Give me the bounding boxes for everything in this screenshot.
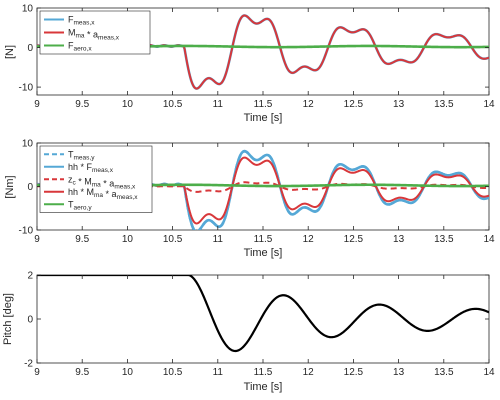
x-tick-label-1-10: 14 bbox=[483, 234, 495, 245]
pitch-panel: 9 9.5 10 10.5 11 11.5 12 12.5 13 13.5 14 -2 0 2 Time … bbox=[2, 271, 495, 394]
legend-label-1-4: Taero,y bbox=[68, 199, 92, 211]
x-tick-label-0-9: 13.5 bbox=[434, 99, 454, 110]
x-tick-label-0-0: 9 bbox=[34, 99, 40, 110]
x-tick-label-0-6: 12 bbox=[303, 99, 315, 110]
force-ticks: 9 9.5 10 10.5 11 11.5 12 12.5 13 13.5 14 -10 0 10 bbox=[19, 4, 495, 111]
pitch-ticks: 9 9.5 10 10.5 11 11.5 12 12.5 13 13.5 14 -2 0 2 bbox=[24, 271, 495, 379]
moment-panel: 9 9.5 10 10.5 11 11.5 12 12.5 13 13.5 14 -10 0 10 Tim… bbox=[4, 139, 495, 260]
legend-box-1 bbox=[39, 145, 153, 213]
y-tick-label-0-1: 0 bbox=[27, 43, 33, 54]
x-tick-label-2-6: 12 bbox=[303, 367, 315, 378]
x-tick-label-0-7: 12.5 bbox=[344, 99, 364, 110]
x-tick-label-0-4: 11 bbox=[213, 99, 224, 110]
x-tick-label-0-2: 10 bbox=[122, 99, 134, 110]
x-tick-label-0-10: 14 bbox=[483, 99, 495, 110]
x-tick-label-1-3: 10.5 bbox=[163, 234, 183, 245]
y-tick-label-0-2: 10 bbox=[22, 4, 34, 15]
x-tick-label-2-10: 14 bbox=[483, 367, 495, 378]
legend-label-1-2: zc * Mma * ameas,x bbox=[68, 174, 136, 190]
x-tick-label-2-9: 13.5 bbox=[434, 367, 454, 378]
force-x-axis-label: Time [s] bbox=[244, 112, 283, 124]
x-tick-label-2-5: 11.5 bbox=[254, 367, 273, 378]
x-tick-label-1-1: 9.5 bbox=[75, 234, 89, 245]
y-tick-label-1-2: 10 bbox=[22, 139, 34, 150]
x-tick-label-1-5: 11.5 bbox=[254, 234, 273, 245]
y-tick-label-2-1: 0 bbox=[27, 315, 33, 326]
x-tick-label-1-7: 12.5 bbox=[344, 234, 364, 245]
x-tick-label-0-3: 10.5 bbox=[163, 99, 183, 110]
series-line-2-0 bbox=[37, 275, 489, 353]
pitch-x-axis-label: Time [s] bbox=[244, 381, 283, 393]
x-tick-label-1-2: 10 bbox=[122, 234, 134, 245]
legend-label-0-0: Fmeas,x bbox=[68, 15, 95, 27]
legend-label-1-0: Tmeas,y bbox=[68, 149, 95, 161]
legend-label-1-1: hh * Fmeas,x bbox=[68, 162, 114, 174]
x-tick-label-1-4: 11 bbox=[213, 234, 224, 245]
y-tick-label-1-1: 0 bbox=[27, 182, 33, 193]
legend-label-1-3: hh * Mma * ameas,x bbox=[68, 187, 138, 201]
x-tick-label-0-8: 13 bbox=[393, 99, 405, 110]
x-tick-label-2-4: 11 bbox=[213, 367, 224, 378]
force-panel: 9 9.5 10 10.5 11 11.5 12 12.5 13 13.5 14 -10 0 10 Tim… bbox=[4, 4, 495, 125]
y-tick-label-2-2: 2 bbox=[27, 271, 33, 282]
legend-label-0-2: Faero,x bbox=[68, 41, 92, 53]
moment-y-axis-label: [Nm] bbox=[4, 175, 16, 198]
x-tick-label-2-0: 9 bbox=[34, 367, 40, 378]
x-tick-label-2-3: 10.5 bbox=[163, 367, 183, 378]
x-tick-label-2-1: 9.5 bbox=[75, 367, 89, 378]
x-tick-label-1-9: 13.5 bbox=[434, 234, 454, 245]
x-tick-label-2-7: 12.5 bbox=[344, 367, 364, 378]
moment-legend: Tmeas,yhh * Fmeas,xzc * Mma * ameas,xhh … bbox=[39, 145, 153, 213]
x-tick-label-1-0: 9 bbox=[34, 234, 40, 245]
legend-label-0-1: Mma * ameas,x bbox=[68, 28, 120, 42]
y-tick-label-1-0: -10 bbox=[19, 226, 34, 237]
x-tick-label-0-1: 9.5 bbox=[75, 99, 89, 110]
x-tick-label-0-5: 11.5 bbox=[254, 99, 273, 110]
x-tick-label-1-8: 13 bbox=[393, 234, 405, 245]
moment-x-axis-label: Time [s] bbox=[244, 247, 283, 259]
x-tick-label-2-8: 13 bbox=[393, 367, 405, 378]
force-y-axis-label: [N] bbox=[4, 45, 16, 59]
x-tick-label-1-6: 12 bbox=[303, 234, 315, 245]
y-tick-label-2-0: -2 bbox=[24, 359, 33, 370]
pitch-curves bbox=[37, 275, 489, 353]
moment-ticks: 9 9.5 10 10.5 11 11.5 12 12.5 13 13.5 14 -10 0 10 bbox=[19, 139, 495, 246]
x-tick-label-2-2: 10 bbox=[122, 367, 134, 378]
pitch-plot-frame bbox=[36, 274, 490, 364]
y-tick-label-0-0: -10 bbox=[19, 83, 34, 94]
pitch-y-axis-label: Pitch [deg] bbox=[2, 293, 14, 345]
